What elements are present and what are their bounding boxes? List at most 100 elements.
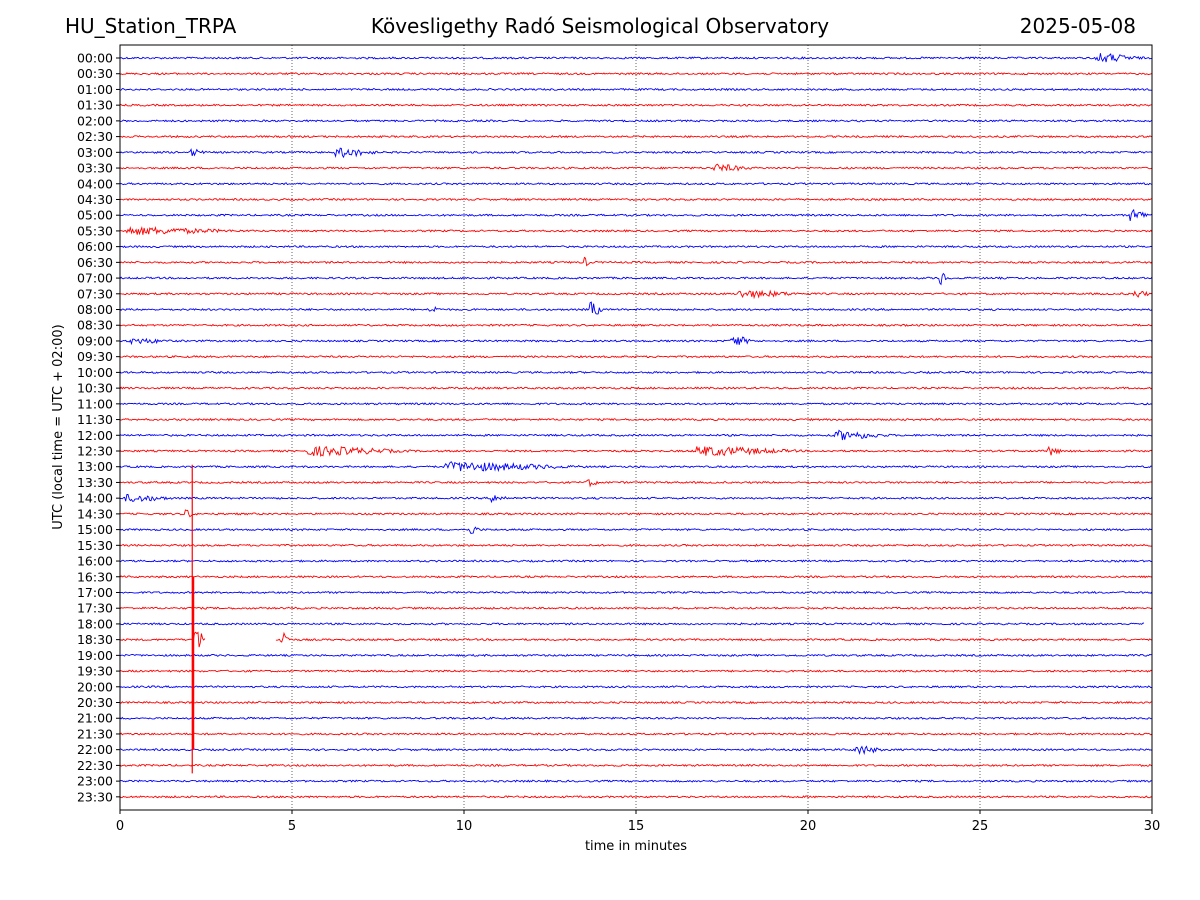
trace-1730	[119, 606, 1153, 610]
trace-1700	[119, 590, 1153, 595]
y-tick-label: 08:30	[77, 318, 113, 333]
y-tick-label: 03:00	[77, 145, 113, 160]
y-tick-label: 12:30	[77, 444, 113, 459]
x-tick-label: 20	[800, 819, 817, 834]
trace-0030	[119, 72, 1153, 76]
trace-1600	[119, 559, 1152, 563]
x-tick-label: 0	[116, 819, 124, 834]
trace-1300	[119, 461, 1153, 473]
x-tick-label: 10	[456, 819, 473, 834]
y-tick-label: 10:00	[77, 365, 113, 380]
trace-1630	[119, 575, 1153, 579]
y-tick-label: 00:30	[77, 66, 113, 81]
y-tick-label: 08:00	[77, 302, 113, 317]
trace-0930	[119, 354, 1153, 359]
y-tick-label: 21:00	[77, 711, 113, 726]
y-tick-label: 04:30	[77, 192, 113, 207]
trace-1130	[119, 417, 1153, 422]
y-tick-label: 20:30	[77, 695, 113, 710]
x-tick-label: 5	[288, 819, 296, 834]
trace-0430	[119, 197, 1153, 202]
y-tick-label: 03:30	[77, 161, 113, 176]
y-tick-label: 06:00	[77, 239, 113, 254]
trace-1930	[119, 669, 1153, 673]
trace-1530	[119, 543, 1153, 547]
y-tick-label: 17:30	[77, 601, 113, 616]
trace-1430	[119, 509, 1153, 518]
y-tick-label: 15:30	[77, 538, 113, 553]
y-tick-label: 18:30	[77, 632, 113, 647]
y-tick-label: 23:30	[77, 789, 113, 804]
trace-0500	[119, 208, 1153, 221]
trace-1500	[119, 526, 1153, 535]
y-tick-label: 22:00	[77, 742, 113, 757]
y-tick-label: 22:30	[77, 758, 113, 773]
y-tick-label: 15:00	[77, 522, 113, 537]
trace-1230	[119, 445, 1153, 457]
trace-1030	[119, 386, 1153, 390]
trace-0830	[119, 323, 1153, 327]
y-tick-label: 06:30	[77, 255, 113, 270]
trace-0300	[119, 147, 1153, 159]
y-axis-label: UTC (local time = UTC + 02:00)	[51, 324, 66, 529]
trace-0000	[119, 53, 1153, 63]
y-tick-label: 20:00	[77, 679, 113, 694]
trace-0400	[119, 182, 1153, 186]
trace-0230	[120, 134, 1153, 139]
y-tick-label: 10:30	[77, 381, 113, 396]
trace-2030	[119, 700, 1153, 705]
chart-date: 2025-05-08	[1019, 14, 1136, 38]
x-tick-label: 25	[972, 819, 989, 834]
trace-0900	[119, 336, 1153, 346]
y-tick-label: 16:00	[77, 554, 113, 569]
y-tick-label: 07:00	[77, 271, 113, 286]
trace-2000	[119, 685, 1153, 689]
trace-0730	[120, 289, 1153, 300]
y-tick-label: 21:30	[77, 726, 113, 741]
y-tick-label: 09:00	[77, 333, 113, 348]
y-tick-label: 18:00	[77, 616, 113, 631]
y-tick-label: 14:00	[77, 491, 113, 506]
y-tick-label: 12:00	[77, 428, 113, 443]
trace-group	[119, 53, 1153, 799]
x-tick-labels: 0 5 10 15 20 25 30	[116, 810, 1160, 834]
y-tick-label: 17:00	[77, 585, 113, 600]
y-tick-label: 23:00	[77, 774, 113, 789]
x-tick-label: 30	[1144, 819, 1161, 834]
x-axis-label: time in minutes	[585, 839, 687, 854]
trace-2300	[119, 779, 1153, 783]
trace-2130	[119, 732, 1153, 736]
trace-0100	[119, 87, 1153, 92]
trace-0800	[119, 301, 1153, 315]
trace-1400	[119, 494, 1153, 504]
trace-1900	[119, 653, 1152, 658]
trace-1830	[119, 631, 1153, 648]
y-tick-label: 02:00	[77, 113, 113, 128]
y-tick-labels: 00:0000:3001:0001:3002:0002:3003:0003:30…	[77, 51, 120, 804]
trace-2100	[119, 716, 1153, 720]
trace-1200	[119, 429, 1153, 441]
trace-0330	[119, 163, 1153, 172]
station-name: HU_Station_TRPA	[65, 14, 237, 38]
trace-1100	[119, 402, 1153, 406]
x-tick-label: 15	[628, 819, 645, 834]
y-tick-label: 14:30	[77, 506, 113, 521]
y-tick-label: 01:30	[77, 98, 113, 113]
trace-0530	[119, 225, 1153, 236]
y-tick-label: 05:00	[77, 208, 113, 223]
trace-2330	[119, 795, 1153, 799]
trace-0130	[119, 103, 1153, 107]
chart-title: Kövesligethy Radó Seismological Observat…	[370, 14, 830, 38]
y-tick-label: 07:30	[77, 286, 113, 301]
spike-group	[191, 464, 195, 774]
grid-lines	[291, 45, 981, 810]
y-tick-label: 11:30	[77, 412, 113, 427]
trace-2200	[119, 745, 1153, 756]
y-tick-label: 00:00	[77, 51, 113, 66]
trace-1330	[119, 479, 1153, 488]
trace-0200	[119, 119, 1153, 123]
y-tick-label: 16:30	[77, 569, 113, 584]
y-tick-label: 19:30	[77, 664, 113, 679]
y-tick-label: 02:30	[77, 129, 113, 144]
y-tick-label: 13:30	[77, 475, 113, 490]
